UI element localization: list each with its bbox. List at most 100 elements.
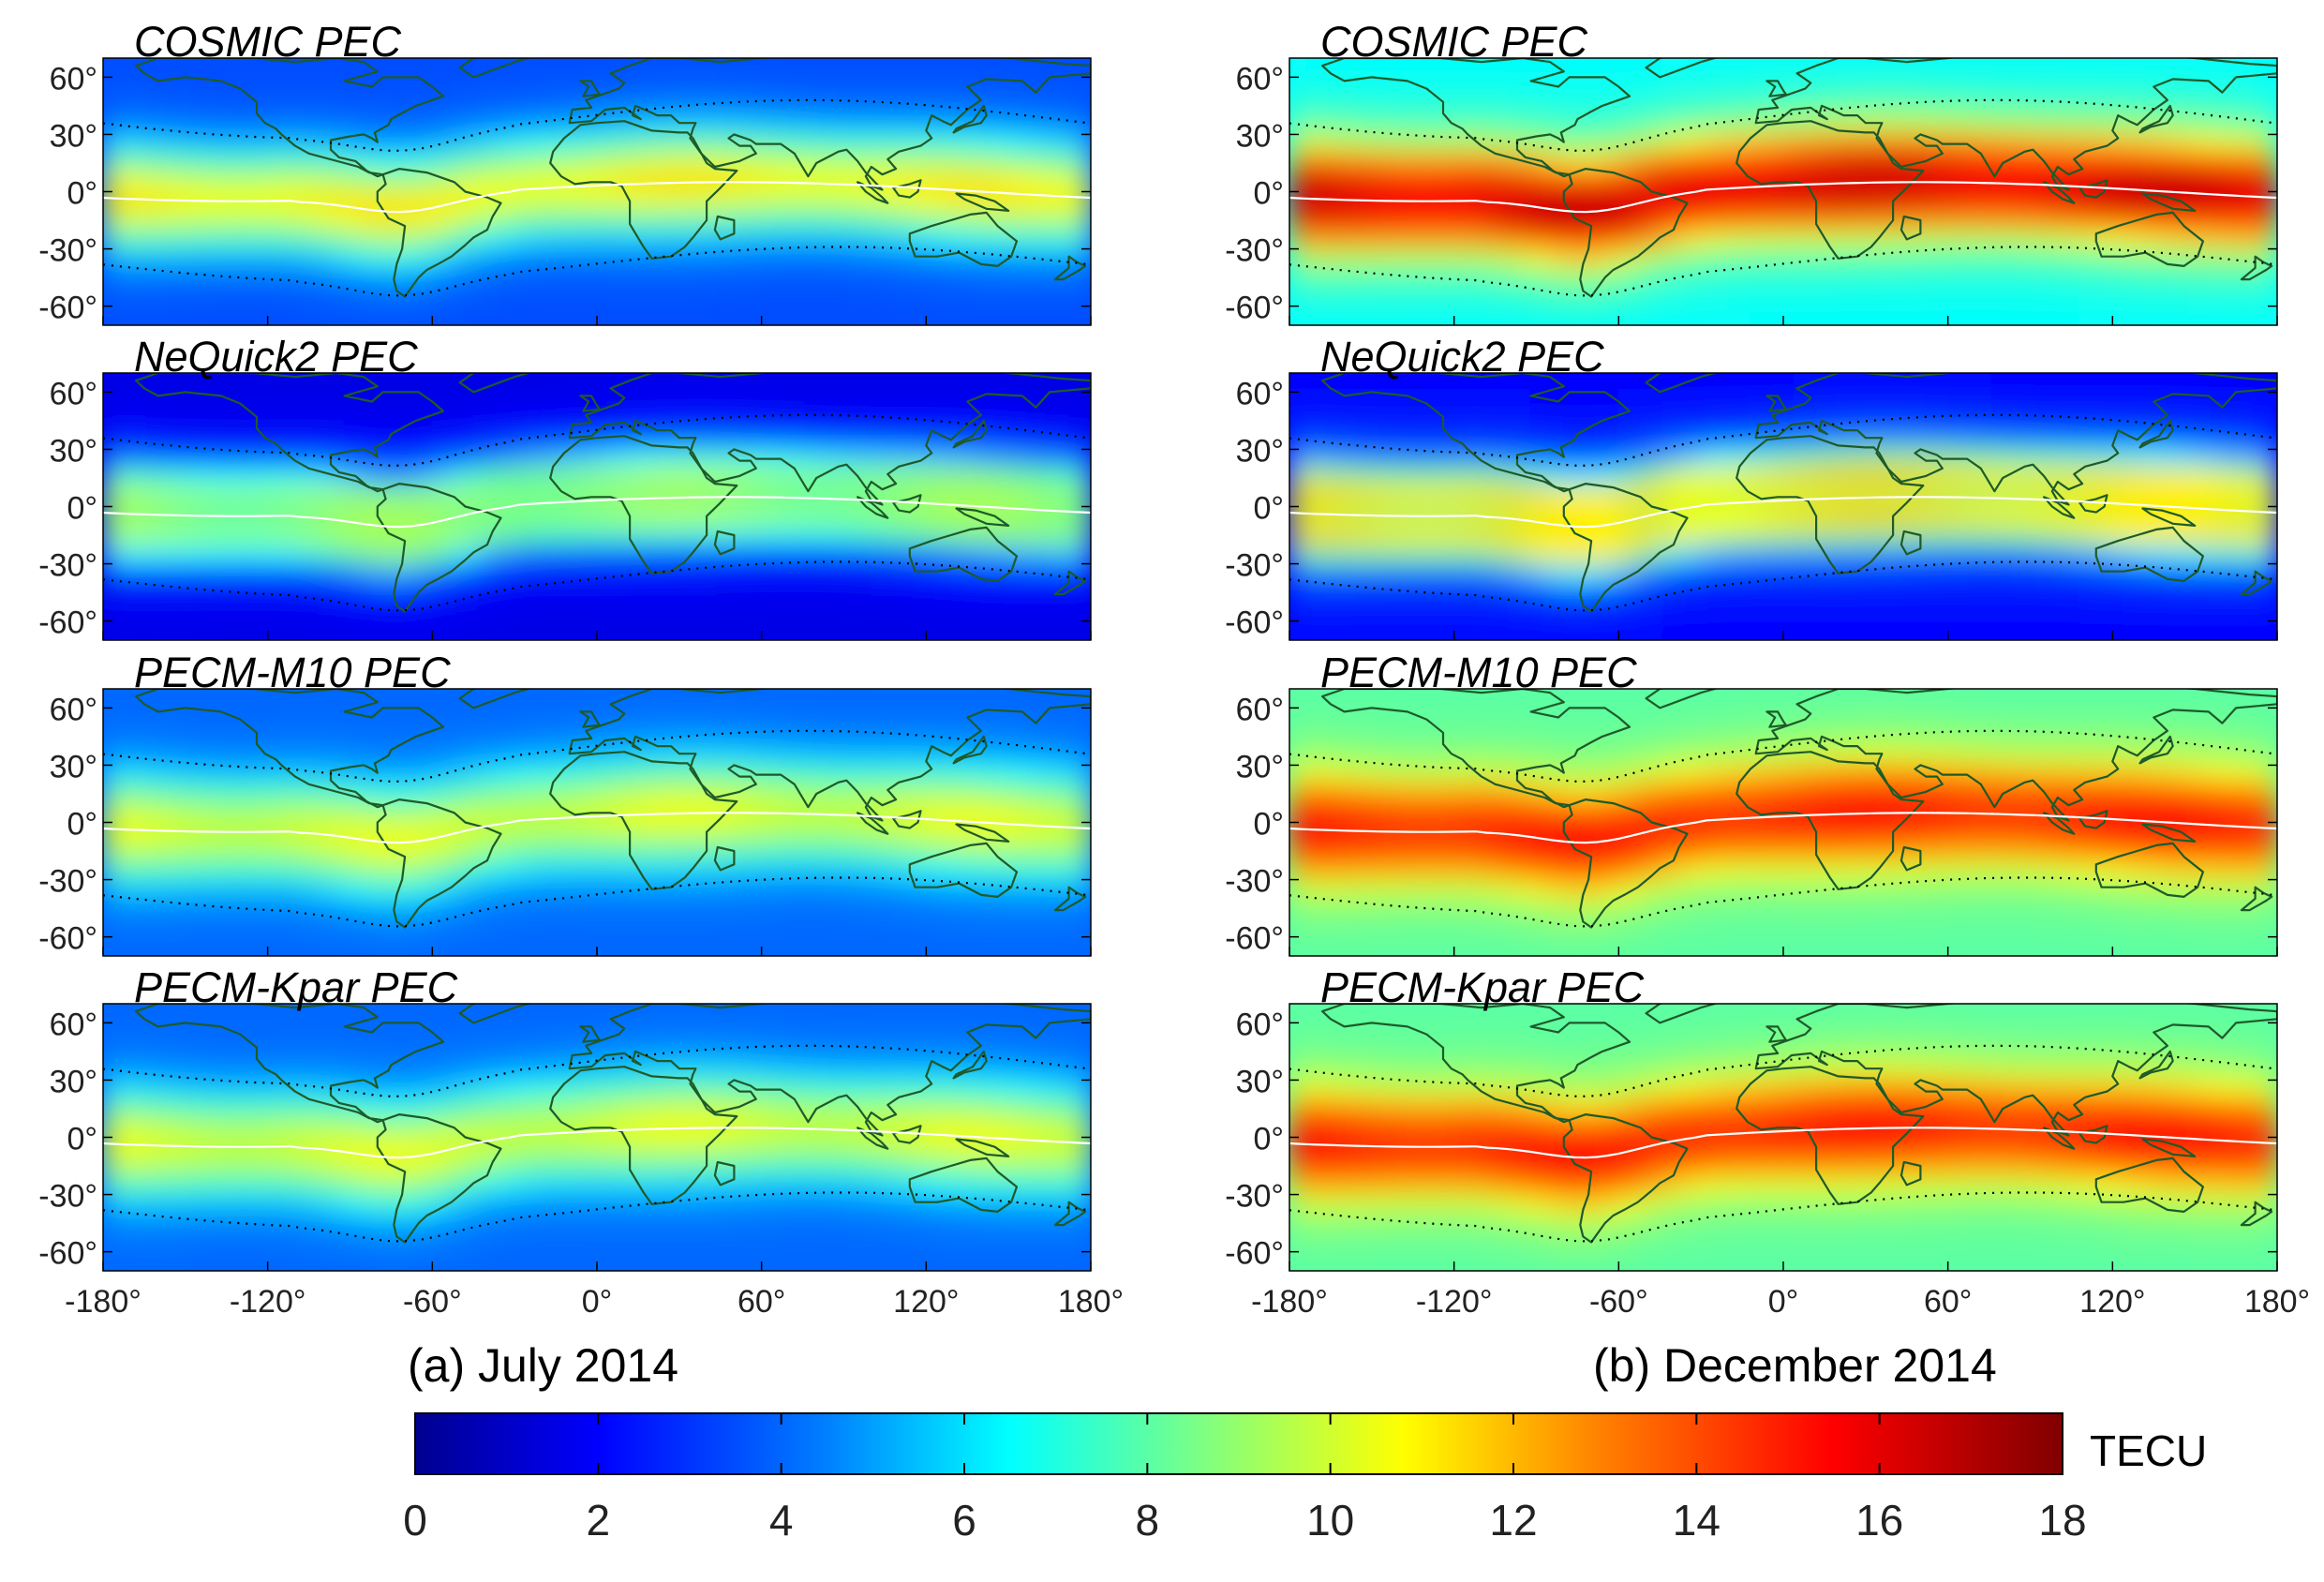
field-cell (1023, 1193, 1049, 1215)
field-cell (585, 745, 609, 767)
field-cell (1881, 619, 1905, 640)
field-cell (1002, 58, 1026, 79)
field-cell (409, 544, 434, 565)
field-cell (497, 725, 522, 748)
field-cell (212, 209, 236, 231)
field-cell (519, 917, 544, 938)
coastline (908, 842, 1019, 898)
field-cell (1529, 1060, 1555, 1082)
field-cell (1749, 619, 1774, 640)
field-cell (189, 764, 215, 785)
field-cell (629, 305, 653, 325)
field-cell (1067, 1155, 1091, 1177)
field-cell (1289, 859, 1313, 881)
field-cell (848, 286, 872, 307)
field-cell (299, 1250, 324, 1271)
field-cell (497, 448, 522, 470)
field-cell (2144, 266, 2168, 289)
field-cell (606, 247, 632, 269)
field-cell (606, 1040, 632, 1063)
field-cell (782, 1097, 807, 1120)
field-cell (629, 821, 653, 843)
field-cell (1464, 1079, 1488, 1100)
field-cell (2254, 305, 2277, 325)
field-cell (606, 76, 632, 97)
field-cell (124, 1231, 148, 1253)
field-cell (672, 897, 697, 919)
field-cell (694, 1231, 719, 1253)
field-cell (2034, 190, 2059, 212)
field-cell (277, 286, 302, 307)
field-cell (189, 1079, 215, 1100)
field-cell (453, 410, 478, 432)
field-cell (1485, 76, 1511, 97)
field-cell (1749, 783, 1774, 805)
field-cell (1552, 1097, 1576, 1120)
field-cell (1946, 917, 1972, 938)
field-cell (1376, 429, 1401, 451)
field-cell (2100, 1079, 2125, 1100)
field-cell (1023, 1040, 1049, 1063)
field-cell (1289, 581, 1313, 604)
field-cell (2254, 486, 2277, 508)
field-cell (2100, 562, 2125, 584)
field-cell (1332, 524, 1357, 546)
field-cell (541, 1231, 565, 1253)
field-cell (2100, 391, 2125, 412)
field-cell (255, 917, 280, 938)
field-cell (606, 840, 632, 862)
coastline (955, 1138, 1010, 1157)
y-tick-label: 30° (1236, 118, 1284, 154)
field-cell (387, 1250, 411, 1271)
field-cell (1310, 878, 1334, 900)
field-cell (1749, 1004, 1774, 1024)
field-cell (650, 689, 675, 709)
map-panel: 60°30°0°-30°-60°NeQuick2 PEC (1225, 333, 2278, 641)
field-cell (585, 247, 609, 269)
field-cell (1617, 581, 1642, 604)
field-cell (1815, 305, 1840, 325)
field-cell (606, 764, 632, 785)
field-cell (1969, 619, 1993, 640)
field-cell (365, 840, 390, 862)
field-cell (1661, 783, 1686, 805)
field-cell (2056, 1004, 2081, 1024)
field-cell (1310, 707, 1334, 728)
field-cell (321, 725, 346, 748)
field-cell (2034, 840, 2059, 862)
field-cell (1508, 689, 1532, 709)
field-cell (431, 1136, 455, 1157)
field-cell (1376, 114, 1401, 136)
field-cell (453, 1231, 478, 1253)
field-cell (321, 689, 346, 709)
field-cell (2012, 802, 2037, 824)
field-cell (650, 247, 675, 269)
field-cell (453, 486, 478, 508)
field-cell (453, 601, 478, 622)
field-cell (1881, 229, 1905, 250)
field-cell (870, 1193, 895, 1215)
field-cell (1332, 1097, 1357, 1120)
field-cell (2056, 448, 2081, 470)
field-cell (1529, 897, 1555, 919)
field-cell (782, 1174, 807, 1196)
field-cell (716, 601, 741, 622)
coastline (713, 215, 736, 241)
field-cell (519, 152, 544, 174)
field-cell (124, 305, 148, 325)
field-cell (1485, 95, 1511, 117)
field-cell (189, 935, 215, 956)
field-cell (2123, 1060, 2147, 1082)
field-cell (1881, 1079, 1905, 1100)
field-cell (1508, 1040, 1532, 1063)
field-cell (1706, 689, 1730, 709)
field-cell (782, 95, 807, 117)
coastline (1754, 689, 2277, 822)
field-cell (804, 840, 828, 862)
field-cell (1771, 114, 1795, 136)
field-cell (760, 707, 785, 728)
field-cell (2232, 1079, 2257, 1100)
field-cell (1023, 1022, 1049, 1043)
field-cell (2123, 1022, 2147, 1043)
